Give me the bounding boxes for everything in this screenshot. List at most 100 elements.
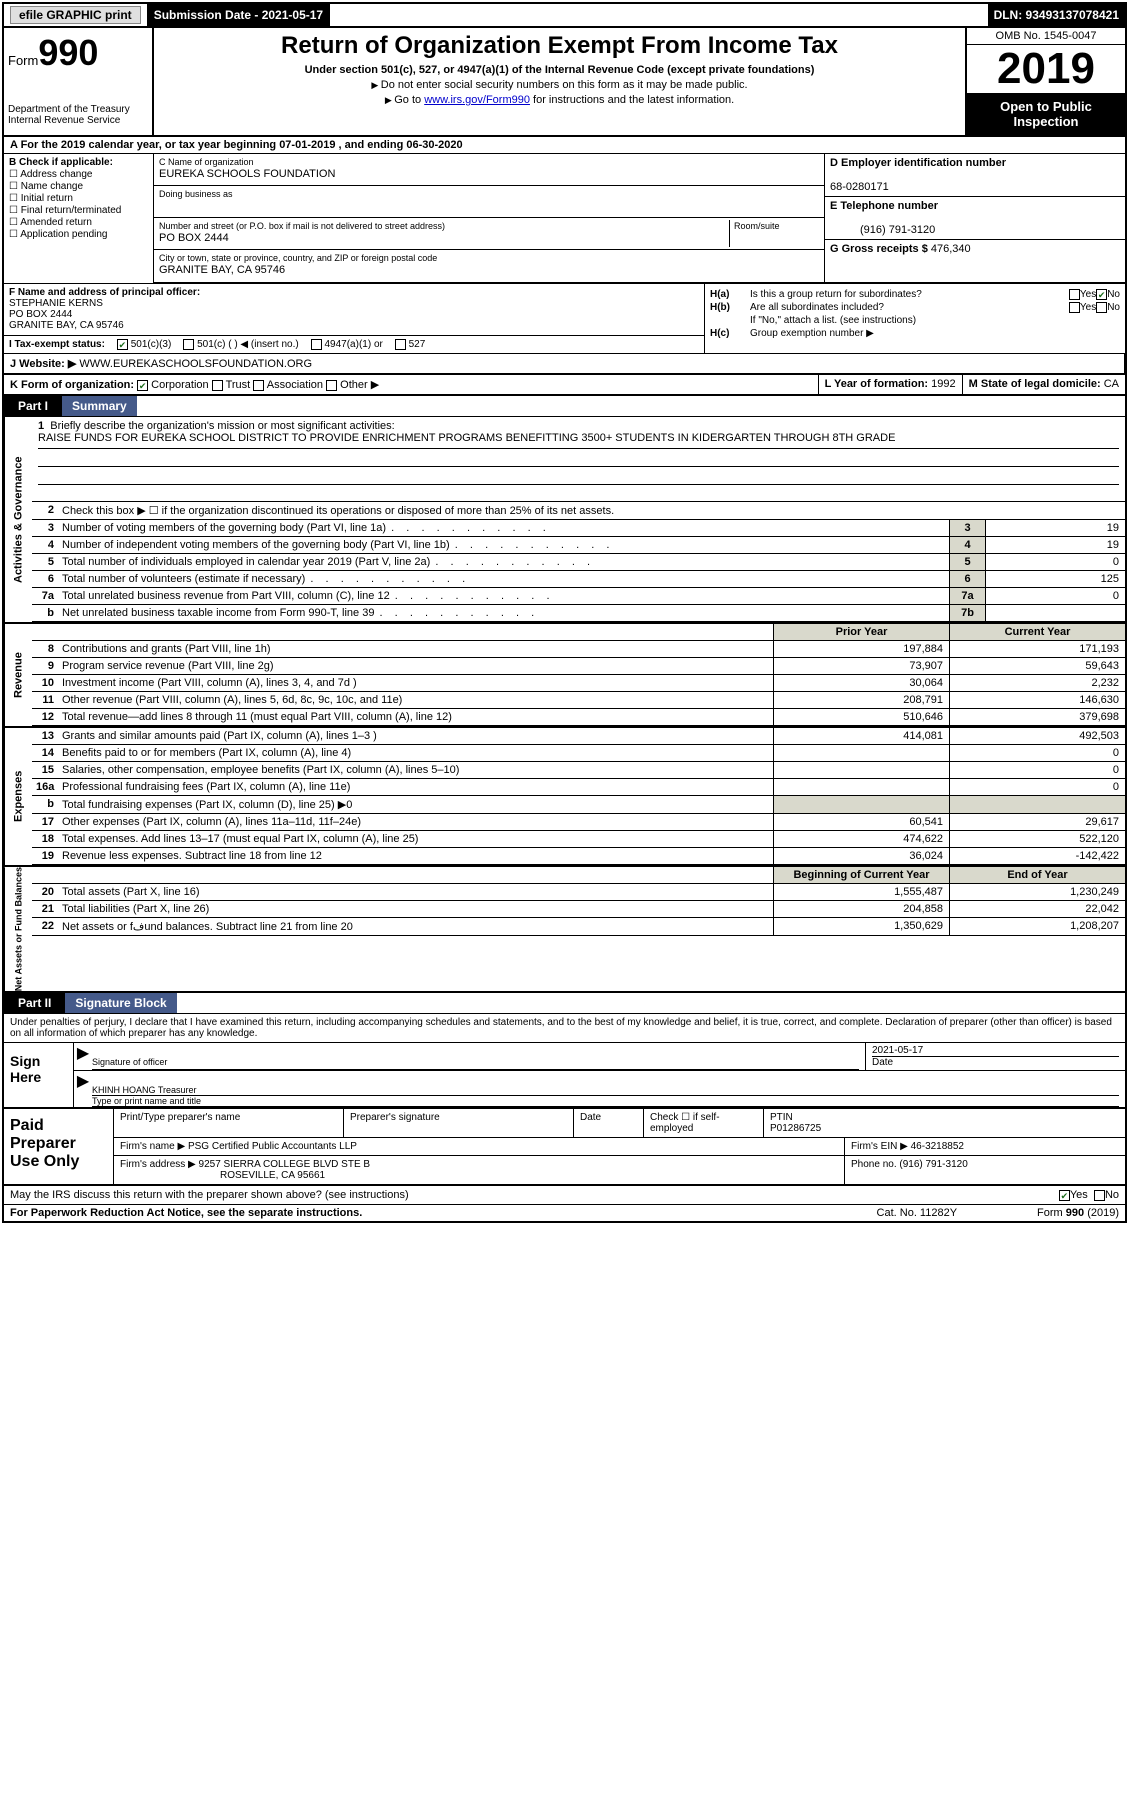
chk-trust[interactable]: Trust [212,379,251,391]
hb-yes[interactable]: Yes [1069,302,1096,313]
omb-number: OMB No. 1545-0047 [967,28,1125,45]
line-16a: 16aProfessional fundraising fees (Part I… [32,779,1125,796]
sign-block: Sign Here ▶ Signature of officer 2021-05… [4,1043,1125,1109]
page-footer: For Paperwork Reduction Act Notice, see … [4,1205,1125,1221]
box-c: C Name of organizationEUREKA SCHOOLS FOU… [154,154,825,282]
firm-ein: 46-3218852 [911,1141,964,1152]
sidelabel-governance: Activities & Governance [4,417,32,622]
efile-graphic-btn[interactable]: efile GRAPHIC print [10,6,141,24]
line-15: 15Salaries, other compensation, employee… [32,762,1125,779]
public-inspection: Open to Public Inspection [967,93,1125,135]
row-j: J Website: ▶ WWW.EUREKASCHOOLSFOUNDATION… [4,354,1125,375]
paid-preparer-label: Paid Preparer Use Only [4,1109,114,1184]
chk-501c3[interactable]: 501(c)(3) [117,339,171,350]
line-19: 19Revenue less expenses. Subtract line 1… [32,848,1125,865]
form-header: Form990 Department of the Treasury Inter… [4,28,1125,137]
row-a-tax-year: A For the 2019 calendar year, or tax yea… [4,137,1125,154]
part1-tab: Part I [4,396,62,416]
address-cell: Number and street (or P.O. box if mail i… [154,218,824,250]
submission-date: Submission Date - 2021-05-17 [148,4,330,26]
preparer-row3: Firm's address ▶ 9257 SIERRA COLLEGE BLV… [114,1156,1125,1184]
col-cd: C Name of organizationEUREKA SCHOOLS FOU… [154,154,1125,283]
row-k: K Form of organization: Corporation Trus… [4,375,1125,396]
line-21: 21Total liabilities (Part X, line 26)204… [32,901,1125,918]
line-3: 3Number of voting members of the governi… [32,520,1125,537]
box-m: M State of legal domicile: CA [963,375,1125,394]
chk-corporation[interactable]: Corporation [137,379,209,391]
line-20: 20Total assets (Part X, line 16)1,555,48… [32,884,1125,901]
footer-form: Form 990 (2019) [1037,1207,1119,1219]
dba-cell: Doing business as [154,186,824,218]
line-8: 8Contributions and grants (Part VIII, li… [32,641,1125,658]
efile-label: efile GRAPHIC print [4,4,148,26]
footer-notice: For Paperwork Reduction Act Notice, see … [10,1207,877,1219]
netassets-section: Net Assets or Fund Balances Beginning of… [4,867,1125,993]
hb-no[interactable]: No [1096,302,1120,313]
firm-addr2: ROSEVILLE, CA 95661 [120,1170,325,1181]
line-12: 12Total revenue—add lines 8 through 11 (… [32,709,1125,726]
ptin: P01286725 [770,1123,821,1134]
chk-501c[interactable]: 501(c) ( ) ◀ (insert no.) [183,339,298,350]
chk-initial-return[interactable]: Initial return [9,193,148,204]
box-d: D Employer identification number68-02801… [825,154,1125,197]
line-5: 5Total number of individuals employed in… [32,554,1125,571]
chk-final-return[interactable]: Final return/terminated [9,205,148,216]
line-2: 2Check this box ▶ ☐ if the organization … [32,502,1125,520]
tax-year: 2019 [967,45,1125,93]
org-city: GRANITE BAY, CA 95746 [159,264,285,276]
org-address: PO BOX 2444 [159,232,229,244]
chk-application-pending[interactable]: Application pending [9,229,148,240]
sidelabel-revenue: Revenue [4,624,32,726]
preparer-row2: Firm's name ▶ PSG Certified Public Accou… [114,1138,1125,1156]
dln: DLN: 93493137078421 [988,4,1125,26]
chk-address-change[interactable]: Address change [9,169,148,180]
chk-other[interactable]: Other ▶ [326,379,379,391]
form-subtitle: Under section 501(c), 527, or 4947(a)(1)… [162,64,957,76]
box-b-label: B Check if applicable: [9,157,113,168]
line-7a: 7aTotal unrelated business revenue from … [32,588,1125,605]
section-bcd: B Check if applicable: Address change Na… [4,154,1125,284]
ein: 68-0280171 [830,181,889,193]
box-e: E Telephone number(916) 791-3120 [825,197,1125,240]
box-h: H(a)Is this a group return for subordina… [705,284,1125,353]
part2-title: Signature Block [65,993,176,1013]
org-name: EUREKA SCHOOLS FOUNDATION [159,168,335,180]
line-14: 14Benefits paid to or for members (Part … [32,745,1125,762]
box-g: G Gross receipts $ 476,340 [825,240,1125,280]
box-l: L Year of formation: 1992 [819,375,963,394]
irs-link[interactable]: www.irs.gov/Form990 [424,94,530,106]
line-b: bTotal fundraising expenses (Part IX, co… [32,796,1125,814]
line-22: 22Net assets or fفund balances. Subtract… [32,918,1125,936]
gross-receipts: 476,340 [931,243,971,255]
discuss-no[interactable]: No [1094,1189,1119,1201]
form-title: Return of Organization Exempt From Incom… [162,32,957,60]
sidelabel-netassets: Net Assets or Fund Balances [4,867,32,991]
ha-yes[interactable]: Yes [1069,289,1096,300]
signature-field[interactable]: Signature of officer [92,1045,859,1070]
mission-text: RAISE FUNDS FOR EUREKA SCHOOL DISTRICT T… [38,432,895,444]
ha-no[interactable]: No [1096,289,1120,300]
chk-amended-return[interactable]: Amended return [9,217,148,228]
section-fh: F Name and address of principal officer:… [4,284,1125,354]
signature-row: ▶ Signature of officer 2021-05-17Date [74,1043,1125,1071]
officer-city: GRANITE BAY, CA 95746 [9,320,124,331]
declaration-text: Under penalties of perjury, I declare th… [4,1014,1125,1043]
chk-4947[interactable]: 4947(a)(1) or [311,339,383,350]
form-990-page: efile GRAPHIC print Submission Date - 20… [2,2,1127,1223]
row-i: I Tax-exempt status: 501(c)(3) 501(c) ( … [4,335,704,353]
discuss-yes[interactable]: Yes [1059,1189,1088,1201]
part2-tab: Part II [4,993,65,1013]
form-note2: Go to www.irs.gov/Form990 for instructio… [162,94,957,106]
header-right: OMB No. 1545-0047 2019 Open to Public In… [965,28,1125,135]
officer-name-field: KHINH HOANG TreasurerType or print name … [92,1073,1119,1107]
line-18: 18Total expenses. Add lines 13–17 (must … [32,831,1125,848]
chk-527[interactable]: 527 [395,339,425,350]
part1-header: Part I Summary [4,396,1125,417]
chk-name-change[interactable]: Name change [9,181,148,192]
org-name-cell: C Name of organizationEUREKA SCHOOLS FOU… [154,154,824,186]
line-9: 9Program service revenue (Part VIII, lin… [32,658,1125,675]
firm-name: PSG Certified Public Accountants LLP [188,1141,357,1152]
expenses-section: Expenses 13Grants and similar amounts pa… [4,728,1125,867]
chk-association[interactable]: Association [253,379,323,391]
mission-block: 1 Briefly describe the organization's mi… [32,417,1125,502]
